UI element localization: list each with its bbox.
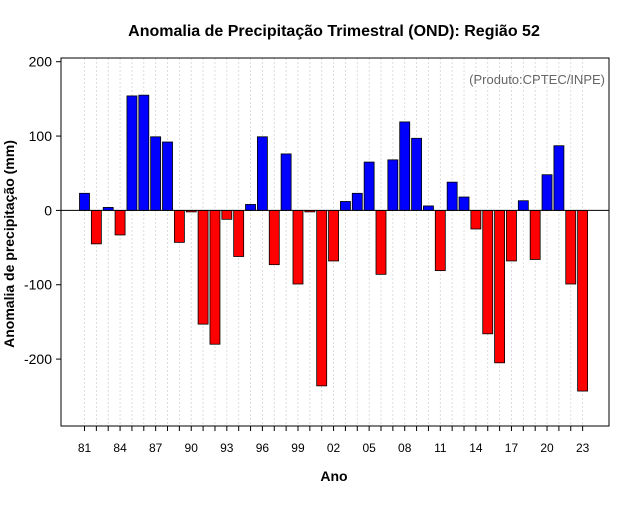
x-tick-label: 05: [362, 441, 376, 455]
bar-03: [340, 201, 351, 211]
plot-frame: [60, 57, 610, 427]
bar-94: [233, 210, 245, 257]
bar-02: [328, 210, 339, 262]
bar-18: [517, 200, 529, 211]
bar-09: [411, 137, 422, 211]
bar-19: [529, 210, 541, 260]
bar-91: [197, 210, 209, 325]
bar-12: [446, 181, 458, 211]
y-tick-label: 0: [44, 202, 52, 218]
bar-98: [280, 153, 292, 211]
x-tick-label: 81: [78, 441, 92, 455]
bar-04: [351, 192, 363, 211]
bar-89: [173, 210, 185, 243]
bar-17: [506, 210, 517, 262]
x-tick-label: 08: [398, 441, 412, 455]
bar-07: [387, 159, 399, 211]
bar-11: [434, 210, 446, 272]
x-tick-label: 14: [469, 441, 483, 455]
bar-15: [482, 210, 494, 335]
x-tick-label: 23: [576, 441, 590, 455]
bar-05: [363, 161, 375, 211]
bar-86: [138, 94, 150, 211]
bars-layer: [79, 94, 589, 392]
bar-82: [90, 210, 102, 245]
y-tick-label: -200: [24, 351, 52, 367]
bar-95: [245, 204, 256, 211]
y-tick-label: -100: [24, 277, 52, 293]
y-tick-label: 100: [29, 128, 53, 144]
bar-06: [375, 210, 387, 275]
x-tick-label: 17: [505, 441, 519, 455]
bar-81: [79, 192, 90, 211]
bar-96: [256, 136, 268, 211]
x-tick-label: 99: [291, 441, 305, 455]
y-axis-label: Anomalia de precipitação (mm): [1, 140, 17, 348]
x-tick-label: 96: [256, 441, 270, 455]
bar-87: [150, 136, 162, 211]
x-tick-label: 90: [185, 441, 199, 455]
chart-title: Anomalia de Precipitação Trimestral (OND…: [128, 23, 540, 40]
x-tick-label: 87: [149, 441, 163, 455]
bar-85: [126, 95, 138, 211]
bar-20: [541, 174, 553, 211]
bar-10: [423, 205, 434, 211]
y-tick-label: 200: [29, 54, 53, 70]
bar-08: [399, 121, 411, 211]
x-tick-label: 84: [113, 441, 127, 455]
bar-23: [577, 210, 589, 392]
x-tick-label: 93: [220, 441, 234, 455]
x-tick-label: 20: [540, 441, 554, 455]
bar-16: [494, 210, 506, 364]
bar-14: [470, 210, 482, 230]
bar-97: [268, 210, 280, 266]
bar-13: [458, 196, 470, 211]
bar-21: [553, 145, 565, 211]
bar-22: [565, 210, 577, 285]
y-axis: -200 -100 0 100 200: [24, 54, 61, 367]
x-tick-label: 02: [327, 441, 341, 455]
bar-99: [292, 210, 304, 285]
bar-01: [316, 210, 328, 387]
bar-93: [221, 210, 233, 220]
bar-84: [114, 210, 126, 236]
chart-annotation: (Produto:CPTEC/INPE): [469, 72, 605, 87]
bar-92: [209, 210, 221, 345]
x-axis-label: Ano: [320, 468, 347, 484]
x-axis: 81 84 87 90 93 96 99 02 05 08 11 14 17 20 23: [78, 426, 590, 455]
x-tick-label: 11: [434, 441, 447, 455]
bar-88: [162, 141, 173, 211]
